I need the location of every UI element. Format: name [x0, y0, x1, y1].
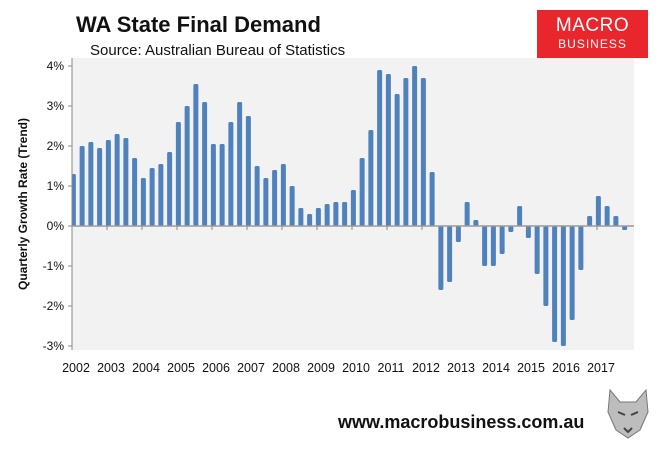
bar — [403, 78, 409, 226]
bar — [569, 226, 575, 320]
bar — [324, 204, 330, 226]
bar — [377, 70, 383, 226]
x-tick-label: 2009 — [307, 361, 335, 375]
x-tick-label: 2002 — [62, 361, 90, 375]
bar — [385, 74, 391, 226]
bar — [543, 226, 549, 306]
bar — [298, 208, 304, 226]
bar — [473, 220, 479, 226]
bar — [552, 226, 558, 342]
bar — [263, 178, 269, 226]
bar — [97, 148, 103, 226]
x-tick-label: 2013 — [447, 361, 475, 375]
x-tick-label: 2004 — [132, 361, 160, 375]
bar — [79, 146, 85, 226]
bar — [307, 214, 313, 226]
y-tick-label: -3% — [43, 339, 65, 353]
bar — [342, 202, 348, 226]
bar — [464, 202, 470, 226]
x-tick-label: 2011 — [378, 361, 405, 375]
bar — [613, 216, 619, 226]
x-tick-label: 2017 — [587, 361, 615, 375]
bar — [595, 196, 601, 226]
bar — [210, 144, 216, 226]
x-tick-label: 2014 — [482, 361, 510, 375]
logo-line2: BUSINESS — [558, 37, 627, 51]
bar — [105, 140, 111, 226]
bar — [578, 226, 584, 270]
bar — [447, 226, 453, 282]
bar — [438, 226, 444, 290]
bar — [499, 226, 505, 254]
chart-title: WA State Final Demand — [76, 12, 321, 37]
bar — [123, 138, 129, 226]
bar — [272, 170, 278, 226]
bar — [622, 226, 628, 230]
wolf-logo-icon — [607, 388, 649, 439]
bar — [280, 164, 286, 226]
x-tick-label: 2007 — [237, 361, 265, 375]
bar — [508, 226, 514, 232]
bar — [245, 116, 251, 226]
bar — [175, 122, 181, 226]
bar — [490, 226, 496, 266]
bar — [88, 142, 94, 226]
bar — [587, 216, 593, 226]
bar — [289, 186, 295, 226]
y-tick-label: 3% — [47, 99, 65, 113]
website-url: www.macrobusiness.com.au — [338, 412, 585, 432]
x-tick-label: 2005 — [167, 361, 195, 375]
bar — [412, 66, 418, 226]
bar — [368, 130, 374, 226]
bar — [315, 208, 321, 226]
bar — [132, 158, 138, 226]
bar — [534, 226, 540, 274]
x-tick-label: 2016 — [552, 361, 580, 375]
y-tick-label: 2% — [47, 139, 65, 153]
bar — [167, 152, 173, 226]
bar — [193, 84, 199, 226]
x-tick-label: 2015 — [517, 361, 545, 375]
y-tick-label: -1% — [43, 259, 65, 273]
bar — [420, 78, 426, 226]
bar — [333, 202, 339, 226]
bar — [228, 122, 234, 226]
bar — [158, 164, 164, 226]
bar — [254, 166, 260, 226]
y-tick-label: 4% — [47, 59, 65, 73]
x-tick-label: 2003 — [97, 361, 125, 375]
bar — [517, 206, 523, 226]
y-axis-label: Quarterly Growth Rate (Trend) — [16, 118, 30, 290]
bar — [482, 226, 488, 266]
bar — [114, 134, 120, 226]
x-tick-label: 2012 — [412, 361, 440, 375]
bar — [149, 168, 155, 226]
x-tick-label: 2008 — [272, 361, 300, 375]
bar — [140, 178, 146, 226]
bar — [184, 106, 190, 226]
bar — [72, 174, 76, 226]
bar — [219, 144, 225, 226]
x-tick-label: 2006 — [202, 361, 230, 375]
bar — [604, 206, 610, 226]
bar — [350, 190, 356, 226]
bar — [359, 158, 365, 226]
bar — [202, 102, 208, 226]
y-tick-label: 0% — [47, 219, 65, 233]
bar — [560, 226, 566, 346]
bar — [394, 94, 400, 226]
chart-subtitle: Source: Australian Bureau of Statistics — [90, 42, 346, 59]
y-tick-label: 1% — [47, 179, 65, 193]
y-tick-label: -2% — [43, 299, 65, 313]
bar — [429, 172, 435, 226]
bar — [237, 102, 243, 226]
x-tick-label: 2010 — [342, 361, 370, 375]
logo-line1: MACRO — [555, 15, 630, 36]
macrobusiness-logo: MACRO BUSINESS — [537, 10, 648, 58]
